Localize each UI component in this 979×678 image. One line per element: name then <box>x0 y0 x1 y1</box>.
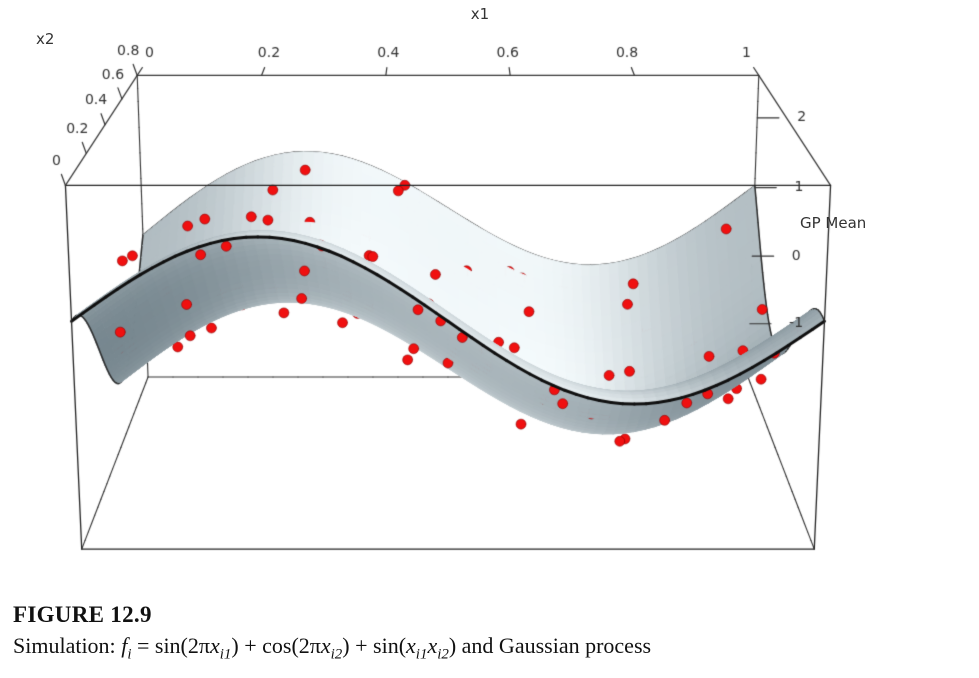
x1-axis-title: x1 <box>470 5 490 23</box>
figure-caption: FIGURE 12.9 Simulation: fi = sin(2πxi1) … <box>13 602 652 663</box>
figure-label: FIGURE 12.9 <box>13 602 152 627</box>
figure-caption-text: Simulation: fi = sin(2πxi1) + cos(2πxi2)… <box>13 633 652 663</box>
surface-plot-canvas <box>0 0 979 592</box>
z-axis-title: GP Mean <box>800 214 867 232</box>
x2-axis-title: x2 <box>36 30 55 48</box>
